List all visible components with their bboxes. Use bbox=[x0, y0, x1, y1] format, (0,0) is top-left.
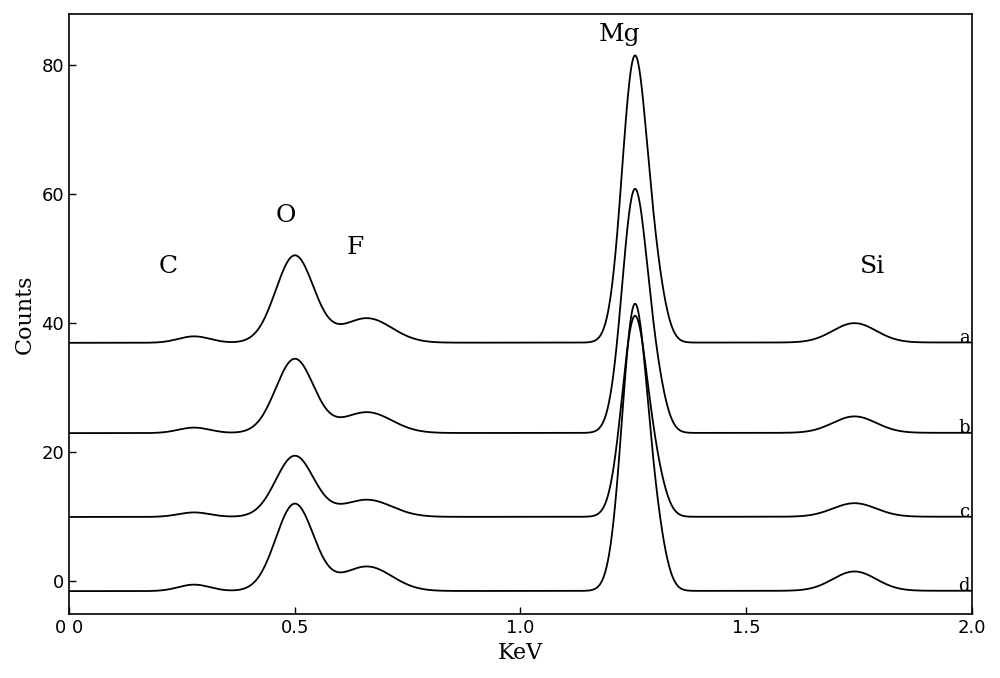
Y-axis label: Counts: Counts bbox=[14, 274, 36, 353]
Text: a: a bbox=[959, 329, 970, 346]
Text: C: C bbox=[159, 256, 178, 279]
Text: Mg: Mg bbox=[599, 23, 641, 46]
X-axis label: KeV: KeV bbox=[498, 642, 543, 664]
Text: Si: Si bbox=[860, 256, 885, 279]
Text: O: O bbox=[276, 203, 296, 226]
Text: d: d bbox=[958, 577, 970, 595]
Text: b: b bbox=[958, 419, 970, 437]
Text: c: c bbox=[959, 503, 970, 521]
Text: F: F bbox=[347, 236, 364, 259]
